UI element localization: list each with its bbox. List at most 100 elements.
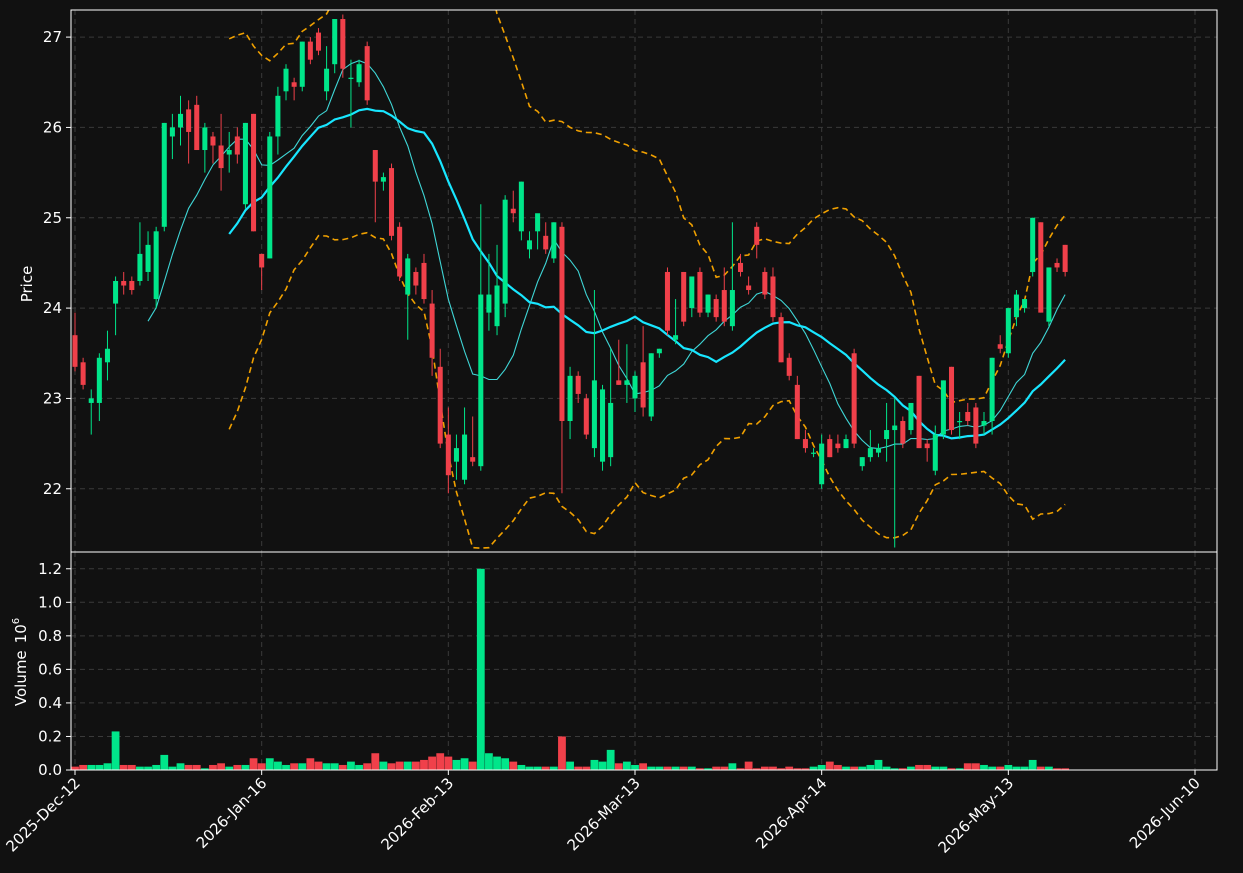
- volume-bar: [1028, 759, 1037, 770]
- volume-bar: [679, 766, 688, 770]
- candle-body: [827, 439, 833, 458]
- candle-body: [218, 145, 224, 169]
- candle-body: [697, 271, 703, 313]
- volume-bar: [696, 768, 704, 770]
- candle-body: [575, 375, 581, 394]
- candle-body: [453, 448, 459, 462]
- candle-body: [981, 421, 987, 426]
- candle-body: [632, 375, 638, 399]
- volume-bar: [663, 766, 672, 770]
- volume-bar: [111, 731, 120, 770]
- candle-body: [421, 262, 427, 300]
- candle-body: [916, 375, 922, 449]
- volume-bar: [882, 766, 891, 770]
- candle-body: [811, 452, 817, 454]
- candle-body: [380, 177, 386, 182]
- volume-bar: [501, 758, 510, 770]
- volume-bar: [71, 766, 79, 770]
- volume-bar: [647, 766, 656, 770]
- candle-body: [291, 82, 297, 87]
- candle-body: [689, 276, 695, 309]
- volume-panel-frame: [70, 551, 1218, 771]
- volume-bar: [160, 754, 169, 770]
- candle-body: [161, 122, 167, 227]
- volume-tick-label: 0.4: [38, 694, 62, 712]
- volume-bar: [476, 568, 485, 770]
- volume-bar: [687, 766, 696, 770]
- candle-body: [324, 68, 330, 92]
- volume-bar: [923, 764, 932, 770]
- candle-body: [908, 402, 914, 431]
- volume-bar: [217, 763, 225, 770]
- volume-bar: [712, 766, 721, 770]
- candle-body: [275, 95, 281, 137]
- candle-body: [551, 222, 557, 259]
- candle-body: [340, 19, 346, 69]
- candle-body: [900, 421, 906, 444]
- volume-bar: [980, 764, 988, 770]
- candle-body: [835, 443, 841, 449]
- candle-body: [802, 439, 808, 449]
- volume-bar: [736, 768, 745, 770]
- volume-bar: [355, 764, 363, 770]
- volume-bar: [598, 761, 607, 770]
- volume-bar: [558, 736, 566, 770]
- volume-plot: [71, 568, 1070, 770]
- volume-bar: [858, 766, 867, 770]
- volume-bar: [338, 764, 347, 770]
- candle-body: [713, 299, 719, 318]
- candle-body: [940, 380, 946, 435]
- candle-body: [397, 226, 403, 277]
- candle-body: [746, 285, 752, 291]
- volume-bar: [322, 763, 331, 770]
- volume-axis-exponent-power: 6: [11, 618, 22, 624]
- volume-bar: [233, 764, 242, 770]
- volume-tick-label: 0.8: [38, 627, 62, 645]
- volume-bar: [517, 764, 526, 770]
- volume-bar: [225, 766, 234, 770]
- volume-bar: [436, 753, 445, 770]
- volume-bar: [720, 766, 729, 770]
- candle-body: [616, 380, 622, 385]
- candle-body: [591, 380, 597, 449]
- candle-body: [957, 421, 963, 423]
- volume-bar: [184, 764, 193, 770]
- candle-body: [1013, 294, 1019, 318]
- volume-bar: [485, 753, 493, 770]
- candle-body: [502, 199, 508, 304]
- volume-bar: [330, 763, 339, 770]
- volume-bar: [728, 763, 737, 770]
- volume-bar: [631, 764, 639, 770]
- volume-bar: [460, 758, 469, 770]
- volume-bar: [314, 761, 323, 770]
- candle-body: [372, 150, 378, 182]
- candle-body: [405, 258, 411, 295]
- fast-moving-average-line: [147, 60, 1066, 450]
- volume-bar: [241, 764, 250, 770]
- volume-bar: [363, 763, 372, 770]
- candle-body: [989, 357, 995, 422]
- volume-bar: [752, 768, 761, 770]
- candle-body: [624, 380, 630, 385]
- price-tick-label: 26: [43, 118, 62, 136]
- volume-bar: [525, 766, 534, 770]
- volume-bar: [955, 768, 964, 770]
- volume-bar: [209, 764, 217, 770]
- volume-bar: [817, 764, 826, 770]
- volume-bar: [834, 764, 842, 770]
- volume-bar: [395, 761, 404, 770]
- volume-bar: [103, 763, 112, 770]
- volume-bar: [931, 766, 940, 770]
- volume-bar: [541, 766, 550, 770]
- candle-body: [859, 457, 865, 467]
- candle-body: [315, 32, 321, 51]
- price-tick-label: 24: [43, 299, 62, 317]
- volume-bar: [1012, 766, 1021, 770]
- candle-body: [210, 136, 216, 146]
- volume-bar: [850, 766, 859, 770]
- volume-bar: [127, 764, 136, 770]
- volume-bar: [898, 768, 907, 770]
- candle-body: [80, 362, 86, 385]
- volume-bar: [249, 758, 258, 770]
- volume-bar: [387, 763, 396, 770]
